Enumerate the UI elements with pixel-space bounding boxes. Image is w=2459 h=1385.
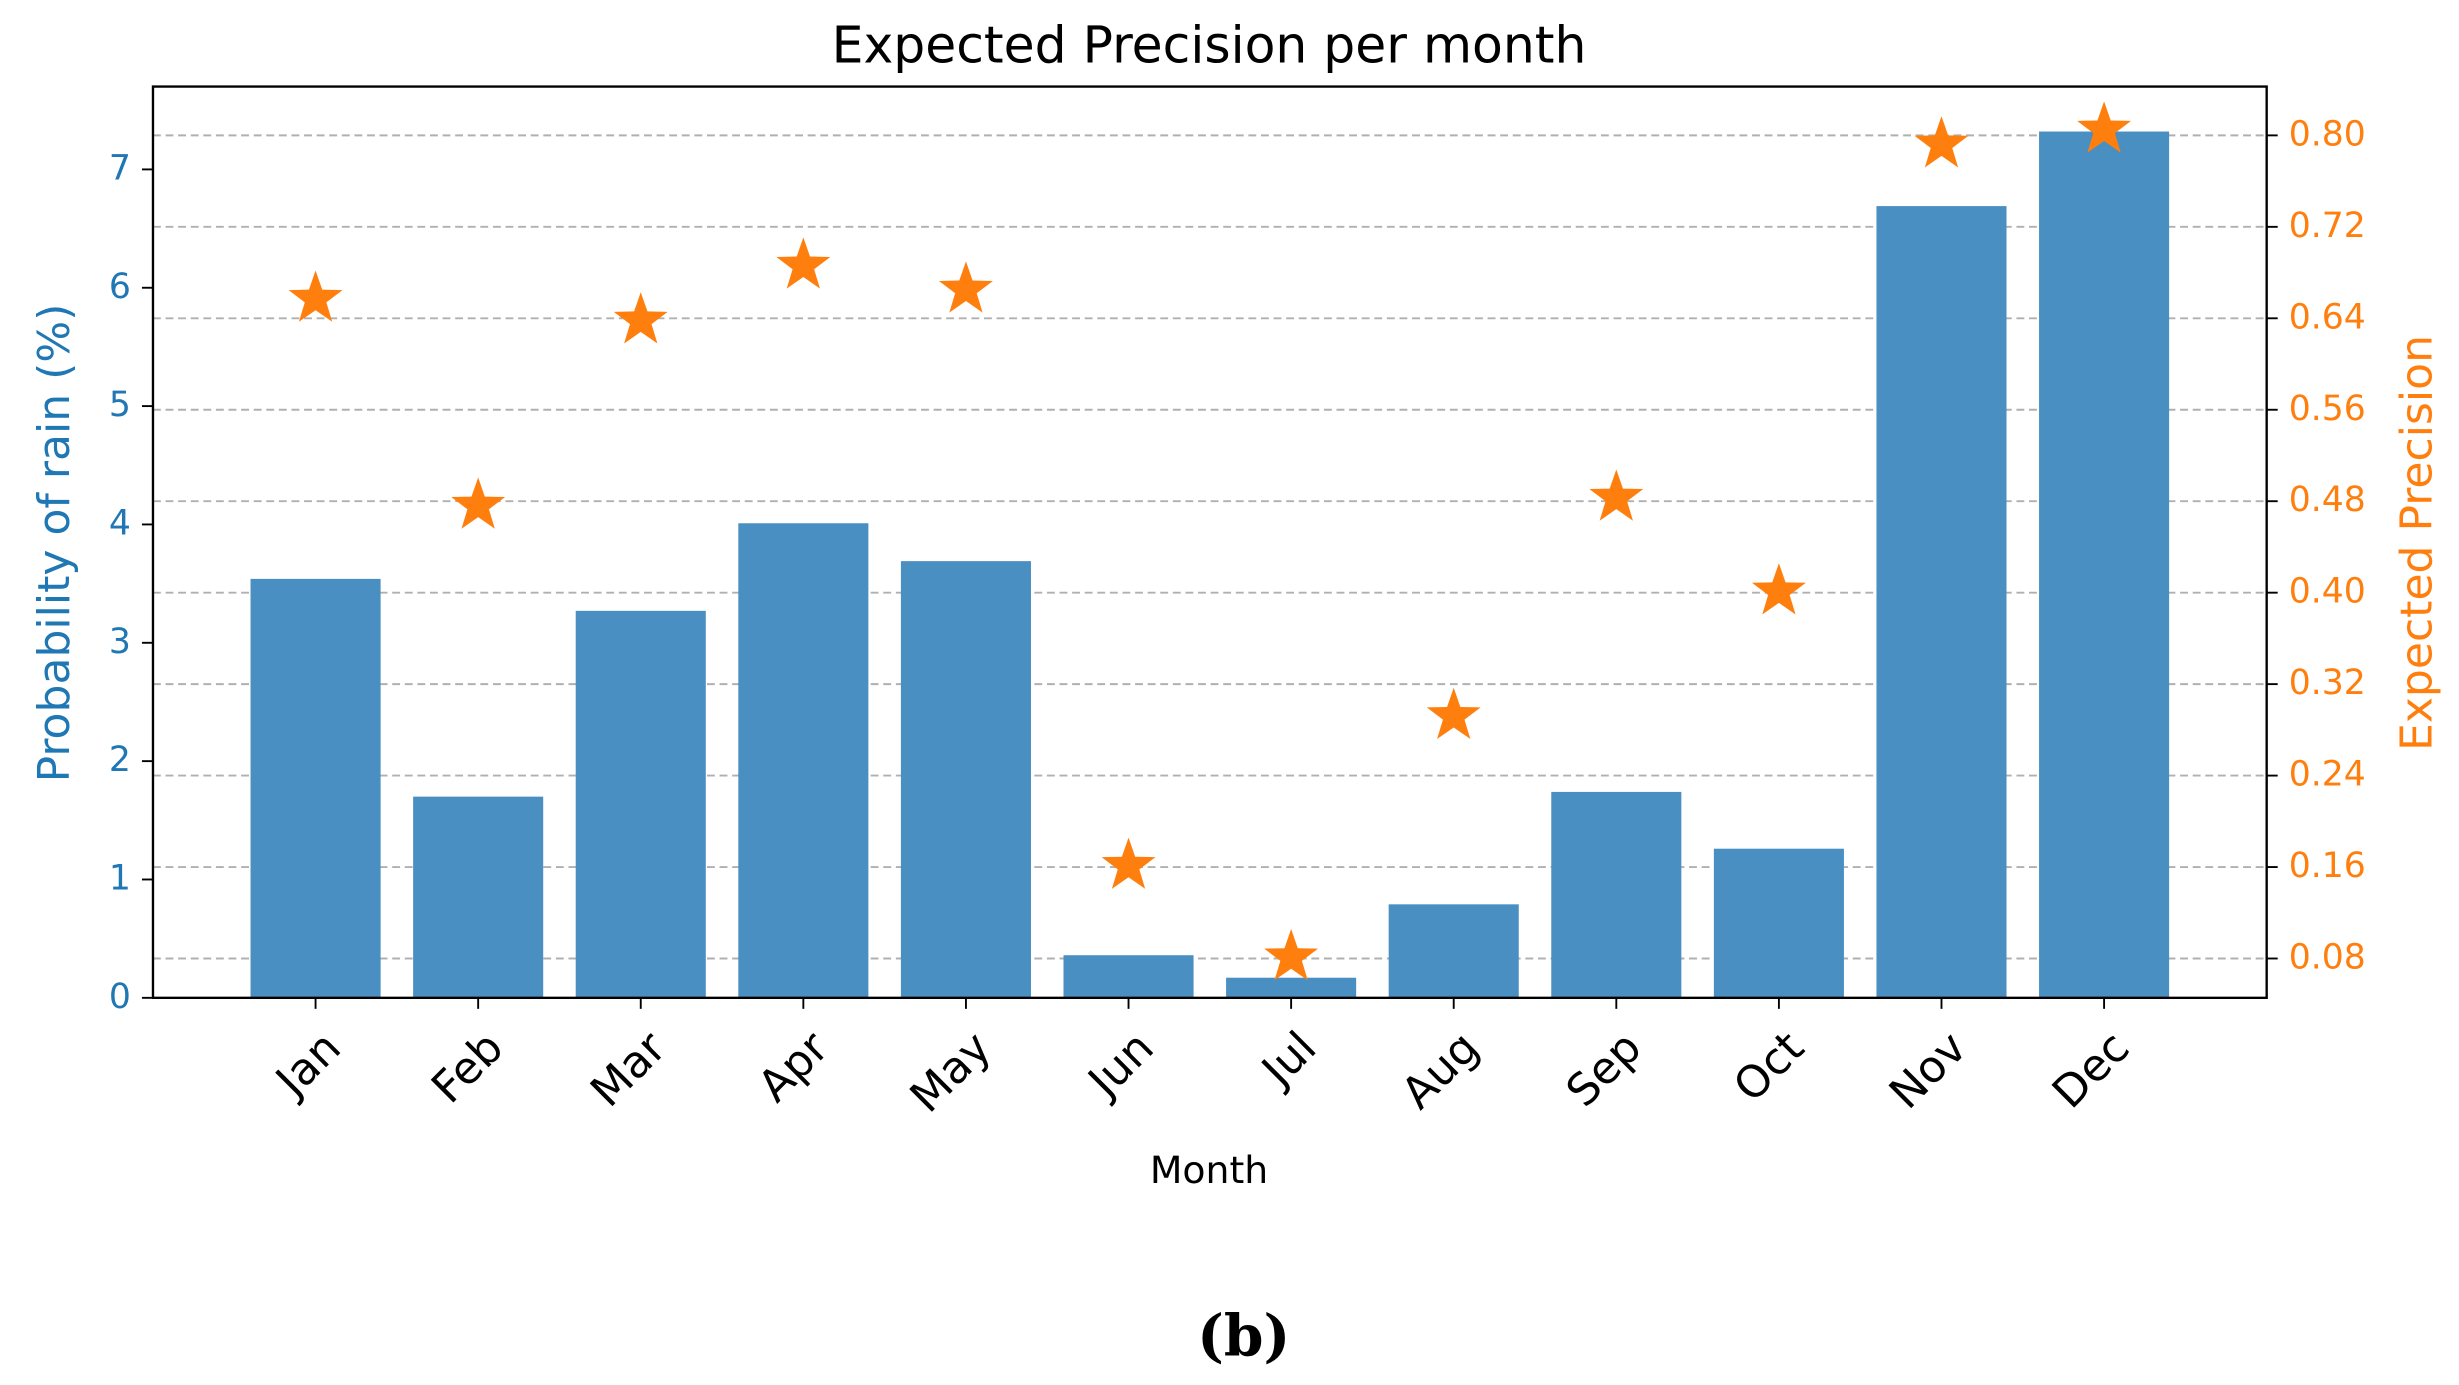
x-tick-label: Dec [2043, 1022, 2139, 1118]
star-marker [613, 292, 668, 344]
y-tick-label: 6 [109, 267, 131, 307]
y-tick-label: 4 [109, 503, 131, 543]
star-marker [288, 270, 343, 322]
plot-frame [151, 85, 2268, 1000]
x-tick-label: Jan [265, 1022, 351, 1108]
star-marker [938, 261, 993, 313]
x-tick-label: Mar [581, 1021, 676, 1116]
bar [250, 578, 381, 998]
y2-tick-label: 0.48 [2289, 480, 2366, 520]
y-axis-label: Probability of rain (%) [29, 304, 80, 783]
y2-tick-label: 0.32 [2289, 663, 2366, 703]
y-tick-label: 0 [109, 977, 131, 1017]
y2-tick-label: 0.80 [2289, 114, 2366, 154]
star-marker [1101, 837, 1156, 889]
x-tick-label: Jul [1251, 1022, 1327, 1098]
star-marker [1914, 116, 1969, 168]
bar [1713, 848, 1844, 998]
bar [2039, 131, 2170, 998]
chart-title: Expected Precision per month [832, 15, 1587, 74]
bar [1876, 206, 2007, 998]
y2-tick-label: 0.56 [2289, 389, 2366, 429]
star-marker [1426, 687, 1481, 740]
y2-axis-label: Expected Precision [2391, 335, 2442, 751]
bar [1551, 791, 1682, 998]
bar [413, 796, 544, 998]
x-tick-label: Apr [749, 1021, 840, 1112]
star-marker [1751, 563, 1806, 615]
y-tick-label: 1 [109, 858, 131, 898]
bar [900, 561, 1031, 998]
bar [1063, 955, 1194, 998]
y-tick-label: 5 [109, 385, 131, 425]
bar [738, 523, 869, 998]
x-axis-label: Month [1150, 1148, 1268, 1192]
y2-tick-label: 0.40 [2289, 572, 2366, 612]
y-tick-label: 7 [109, 148, 131, 188]
x-tick-label: Sep [1557, 1022, 1652, 1117]
y-tick-label: 3 [109, 622, 131, 662]
x-tick-label: Oct [1724, 1022, 1814, 1112]
x-tick-label: May [901, 1022, 1001, 1122]
star-marker [1264, 929, 1319, 981]
star-marker [1589, 469, 1644, 521]
y-tick-label: 2 [109, 740, 131, 780]
x-tick-label: Nov [1880, 1022, 1977, 1119]
y2-tick-label: 0.64 [2289, 297, 2366, 337]
bar [575, 610, 706, 998]
star-marker [776, 237, 831, 289]
x-tick-label: Jun [1077, 1022, 1164, 1109]
star-marker [451, 477, 506, 529]
caption: (b) [1197, 1304, 1290, 1370]
y2-tick-label: 0.08 [2289, 938, 2366, 978]
bar [1388, 904, 1519, 998]
x-tick-label: Aug [1392, 1022, 1489, 1119]
y2-tick-label: 0.24 [2289, 755, 2366, 795]
y2-tick-label: 0.16 [2289, 846, 2366, 886]
star-marker [2077, 101, 2132, 153]
x-tick-label: Feb [422, 1022, 513, 1113]
y2-tick-label: 0.72 [2289, 206, 2366, 246]
bar [1226, 977, 1357, 998]
